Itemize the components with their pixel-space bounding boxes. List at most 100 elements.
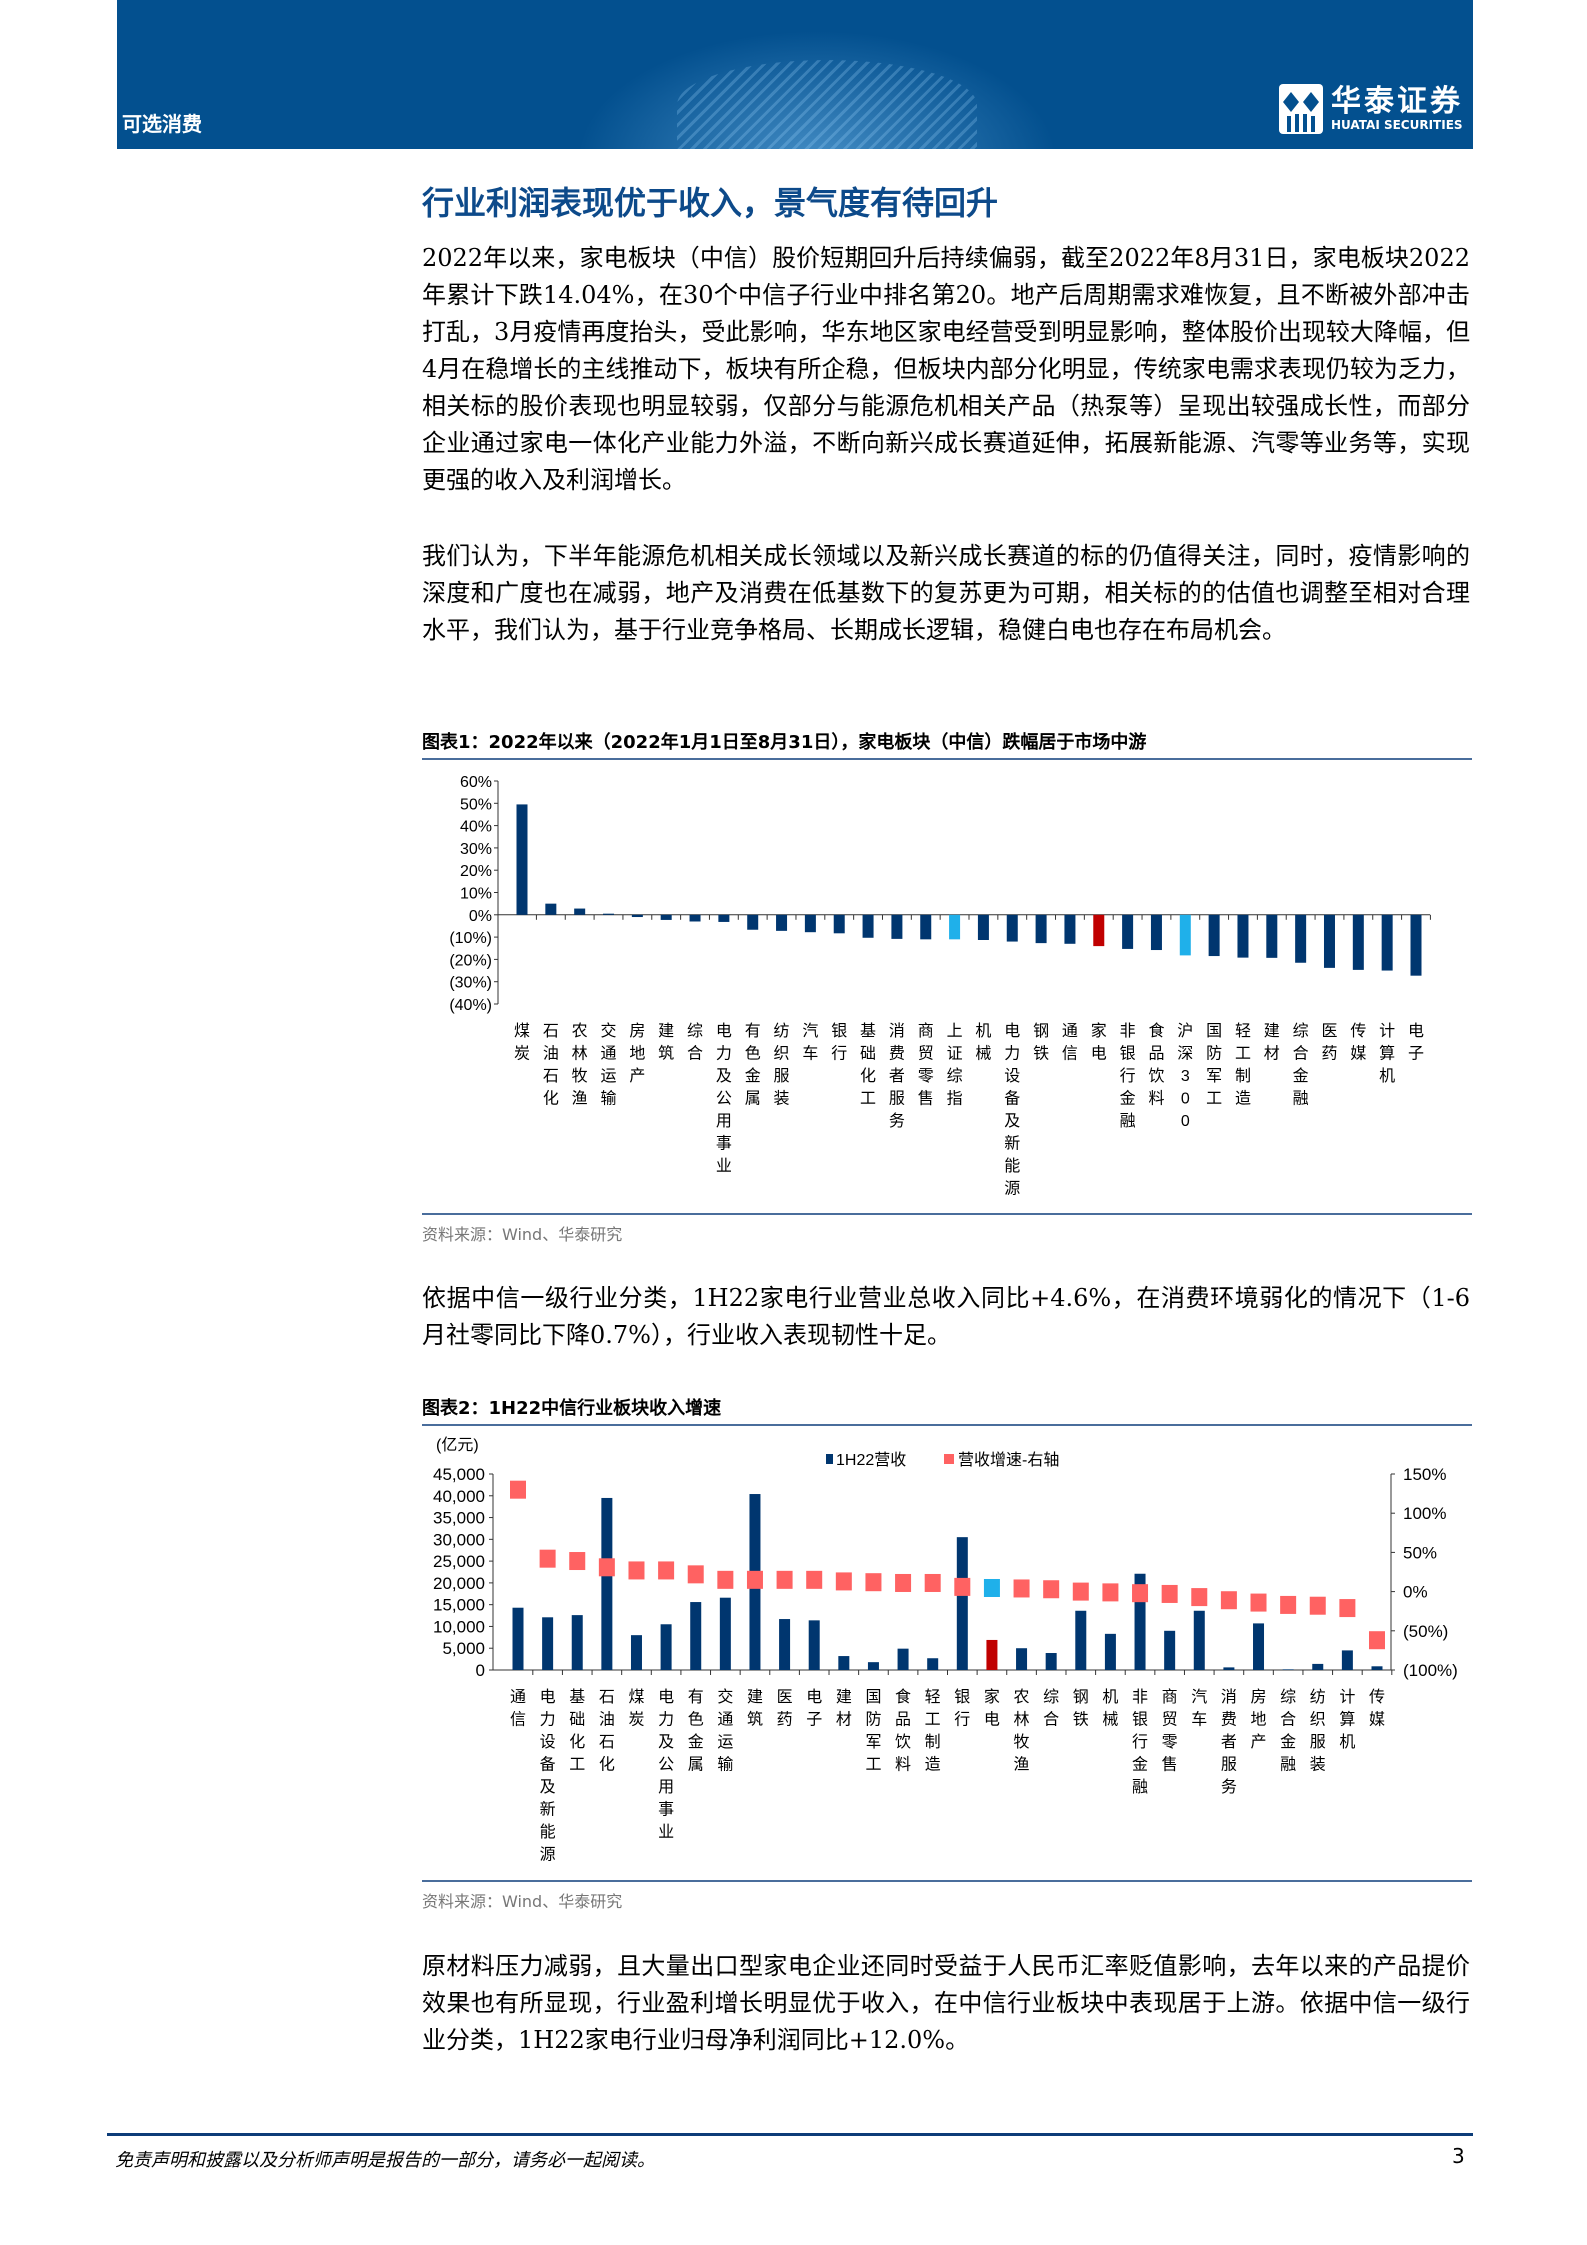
x-label-传媒: 传媒 — [1369, 1688, 1385, 1729]
x-label-电子: 电子 — [806, 1688, 822, 1729]
y-tick-label: 60% — [460, 774, 492, 791]
x-label-通信: 通信 — [510, 1688, 526, 1729]
page-header: 可选消费 华泰证券 HUATAI SECURITIES — [117, 0, 1473, 149]
revenue-bar-石油石化 — [601, 1497, 613, 1670]
revenue-bar-银行 — [956, 1537, 968, 1670]
x-label-综合: 综合 — [687, 1022, 703, 1063]
x-label-家电: 家电 — [1091, 1022, 1107, 1063]
chart-2: (亿元) 45,000 40,000 35,000 30,000 25,000 20,000… — [433, 1436, 1458, 1864]
x-label-银行: 银行 — [831, 1022, 847, 1063]
header-decoration-pattern — [677, 60, 977, 149]
bar-综合金融 — [1295, 914, 1307, 963]
y-tick-label-left: 35,000 — [433, 1509, 485, 1528]
x-label-建筑: 建筑 — [747, 1688, 763, 1729]
growth-marker-家电 — [983, 1578, 1000, 1597]
y-tick-label: 20% — [460, 863, 492, 880]
growth-marker-电力及公用事业 — [658, 1561, 675, 1580]
revenue-bar-煤炭 — [630, 1635, 642, 1670]
x-label-食品饮料: 食品饮料 — [1148, 1022, 1164, 1108]
growth-marker-石油石化 — [598, 1558, 615, 1577]
y-tick-label-left: 45,000 — [433, 1465, 485, 1484]
x-label-医药: 医药 — [1321, 1023, 1337, 1063]
x-label-计算机: 计算机 — [1379, 1022, 1395, 1085]
growth-marker-传媒 — [1369, 1631, 1385, 1650]
y-tick-label: (40%) — [449, 997, 492, 1014]
revenue-bar-基础化工 — [571, 1615, 583, 1670]
bar-上证综指 — [949, 914, 961, 940]
y-tick-label-right: 50% — [1403, 1543, 1437, 1562]
growth-marker-有色金属 — [687, 1565, 704, 1584]
revenue-bar-综合金融 — [1282, 1669, 1294, 1670]
growth-marker-医药 — [776, 1570, 793, 1589]
y-tick-label: (30%) — [449, 975, 492, 992]
y-tick-label-left: 40,000 — [433, 1487, 485, 1506]
revenue-bar-医药 — [779, 1619, 791, 1670]
y-tick-label: 30% — [460, 841, 492, 858]
x-label-建材: 建材 — [836, 1688, 852, 1729]
growth-marker-建材 — [835, 1572, 852, 1591]
revenue-bar-商贸零售 — [1164, 1630, 1176, 1670]
x-label-钢铁: 钢铁 — [1033, 1022, 1049, 1063]
section-title: 行业利润表现优于收入，景气度有待回升 — [422, 184, 999, 222]
y-tick-label-right: (50%) — [1403, 1622, 1448, 1641]
revenue-bar-综合 — [1045, 1653, 1057, 1670]
bar-国防军工 — [1208, 914, 1220, 957]
growth-marker-建筑 — [746, 1570, 763, 1589]
page-number: 3 — [1452, 2144, 1465, 2168]
bar-有色金属 — [747, 914, 759, 930]
x-label-国防军工: 国防军工 — [865, 1689, 881, 1774]
y-tick-label-left: 0 — [476, 1661, 485, 1680]
x-label-房地产: 房地产 — [1251, 1688, 1267, 1751]
section-label: 可选消费 — [122, 112, 202, 136]
bar-通信 — [1064, 914, 1076, 944]
growth-marker-钢铁 — [1072, 1582, 1089, 1601]
x-label-电力及公用事业: 电力及公用事业 — [716, 1022, 732, 1175]
x-label-计算机: 计算机 — [1339, 1688, 1355, 1751]
x-label-商贸零售: 商贸零售 — [918, 1022, 934, 1108]
revenue-bar-房地产 — [1253, 1623, 1265, 1670]
revenue-bar-消费者服务 — [1223, 1667, 1235, 1670]
revenue-bar-农林牧渔 — [1016, 1648, 1028, 1670]
y-tick-label-right: 0% — [1403, 1583, 1428, 1602]
y-tick-label-left: 5,000 — [442, 1639, 485, 1658]
logo-en: HUATAI SECURITIES — [1331, 118, 1463, 132]
growth-marker-煤炭 — [628, 1561, 645, 1580]
bar-电力设备及新能源 — [1006, 914, 1018, 942]
x-label-轻工制造: 轻工制造 — [925, 1688, 941, 1774]
y-tick-label: 40% — [460, 819, 492, 836]
paragraph-1: 2022年以来，家电板块（中信）股价短期回升后持续偏弱，截至2022年8月31日… — [422, 244, 1470, 494]
bar-建筑 — [660, 914, 672, 920]
growth-marker-商贸零售 — [1161, 1584, 1178, 1603]
bar-纺织服装 — [776, 914, 788, 931]
x-label-建材: 建材 — [1264, 1022, 1280, 1063]
x-label-上证综指: 上证综指 — [947, 1022, 963, 1108]
growth-marker-机械 — [1102, 1583, 1119, 1602]
bar-钢铁 — [1035, 914, 1047, 944]
revenue-bar-电力及公用事业 — [660, 1624, 672, 1670]
x-label-汽车: 汽车 — [1191, 1688, 1207, 1729]
legend-swatch-growth — [944, 1454, 954, 1464]
revenue-bar-传媒 — [1371, 1666, 1383, 1670]
x-label-石油石化: 石油石化 — [599, 1689, 615, 1774]
bar-传媒 — [1352, 914, 1364, 970]
x-label-农林牧渔: 农林牧渔 — [1014, 1688, 1030, 1774]
paragraph-2: 我们认为，下半年能源危机相关成长领域以及新兴成长赛道的标的仍值得关注，同时，疫情… — [422, 542, 1470, 644]
bar-机械 — [977, 914, 989, 940]
growth-marker-计算机 — [1339, 1599, 1356, 1618]
figure-1-source: 资料来源：Wind、华泰研究 — [422, 1213, 1472, 1245]
x-label-基础化工: 基础化工 — [860, 1022, 876, 1108]
y-tick-label-right: 100% — [1403, 1504, 1446, 1523]
x-label-房地产: 房地产 — [629, 1022, 645, 1085]
y-unit-label: (亿元) — [436, 1436, 479, 1454]
bar-沪深300 — [1179, 914, 1191, 956]
growth-marker-交通运输 — [717, 1570, 734, 1589]
bar-煤炭 — [516, 804, 528, 915]
x-label-煤炭: 煤炭 — [514, 1022, 530, 1063]
x-label-非银行金融: 非银行金融 — [1120, 1022, 1136, 1130]
bar-消费者服务 — [891, 914, 903, 939]
y-tick-label-right: 150% — [1403, 1465, 1446, 1484]
x-label-有色金属: 有色金属 — [745, 1022, 761, 1108]
x-label-有色金属: 有色金属 — [688, 1688, 704, 1774]
revenue-bar-纺织服装 — [1312, 1663, 1324, 1670]
bar-石油石化 — [545, 903, 557, 915]
